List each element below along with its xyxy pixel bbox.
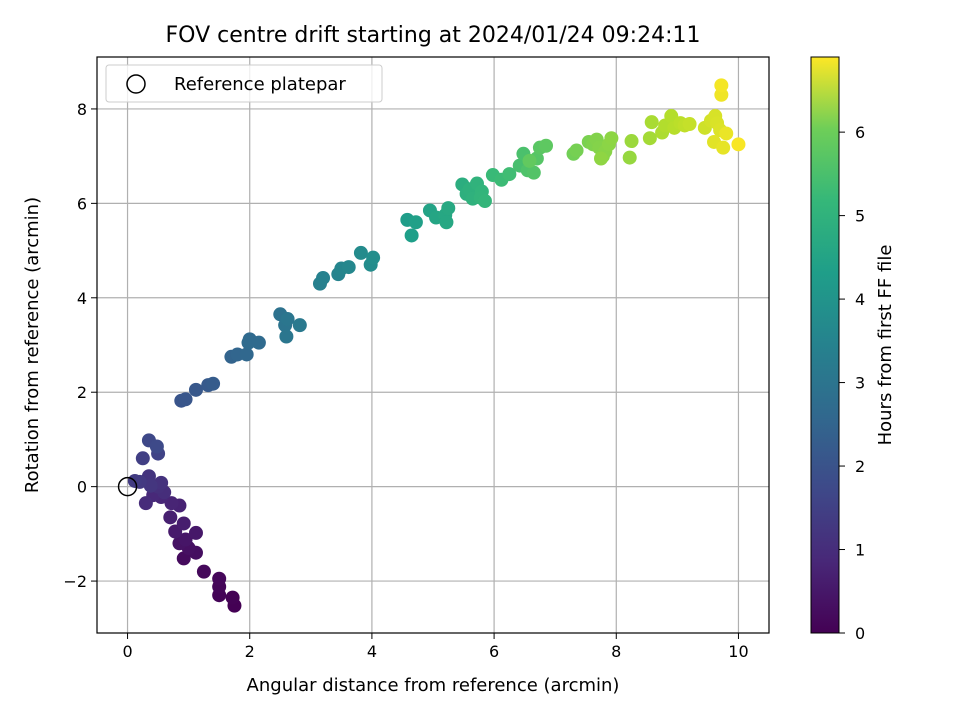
colorbar-tick-label: 1 [855, 541, 865, 560]
data-point [594, 151, 608, 166]
data-point [477, 194, 492, 208]
data-point [178, 392, 193, 407]
data-point [176, 516, 191, 531]
data-point [682, 117, 697, 132]
data-point [604, 131, 619, 146]
data-point [292, 318, 307, 333]
x-axis-ticks: 0 2 4 6 8 10 [122, 633, 749, 661]
data-point [178, 532, 193, 547]
data-point [526, 165, 541, 180]
legend-entry-reference-platepar: Reference platepar [174, 74, 346, 95]
data-point [441, 201, 456, 216]
data-point [716, 140, 731, 155]
x-tick-label: 2 [245, 642, 255, 661]
data-point [163, 510, 178, 525]
data-point [622, 150, 637, 165]
data-point [239, 347, 254, 362]
data-point [149, 439, 164, 454]
data-point [341, 260, 356, 275]
data-point [279, 329, 294, 344]
data-point [212, 571, 227, 586]
x-tick-label: 0 [122, 642, 132, 661]
data-point [138, 496, 153, 511]
data-point [188, 382, 203, 397]
data-point [143, 478, 158, 493]
data-point [642, 131, 657, 146]
colorbar-frame [810, 56, 840, 634]
colorbar-gradient [811, 57, 839, 633]
x-tick-label: 10 [728, 642, 748, 661]
data-points [127, 78, 746, 613]
data-point [251, 335, 266, 350]
data-point [404, 228, 419, 243]
y-axis-label: Rotation from reference (arcmin) [22, 197, 43, 493]
grid-lines [97, 57, 769, 633]
data-point [719, 126, 734, 141]
data-point [569, 143, 584, 158]
legend-reference-marker [126, 74, 146, 94]
data-point [135, 451, 150, 466]
data-point [644, 115, 659, 130]
colorbar-label: Hours from first FF file [875, 245, 896, 446]
x-tick-label: 8 [611, 642, 621, 661]
colorbar-tick-label: 3 [855, 374, 865, 393]
x-axis-label: Angular distance from reference (arcmin) [247, 675, 620, 696]
data-point [316, 270, 331, 285]
data-point [714, 78, 729, 93]
y-tick-label: 2 [77, 383, 87, 402]
y-tick-label: 6 [77, 194, 87, 213]
reference-platepar-marker [117, 476, 138, 497]
y-tick-label: 0 [77, 478, 87, 497]
data-point [502, 167, 517, 182]
data-point [206, 376, 221, 391]
data-point [280, 312, 295, 327]
chart-title: FOV centre drift starting at 2024/01/24 … [166, 23, 701, 48]
data-point [196, 564, 211, 579]
data-point [731, 137, 746, 152]
x-tick-label: 4 [367, 642, 377, 661]
colorbar-ticks: 0 1 2 3 4 5 6 [839, 123, 865, 643]
data-point [366, 250, 381, 265]
data-point [408, 215, 423, 230]
colorbar-tick-label: 5 [855, 207, 865, 226]
colorbar: 0 1 2 3 4 5 6 Hours from first FF file [810, 56, 896, 643]
legend: Reference platepar [105, 64, 383, 103]
data-point [353, 245, 368, 260]
data-point [624, 134, 639, 149]
colorbar-tick-label: 2 [855, 457, 865, 476]
y-tick-label: 8 [77, 100, 87, 119]
y-axis-ticks: −2 0 2 4 6 8 [63, 100, 97, 591]
data-point [522, 153, 537, 168]
data-point [176, 551, 191, 566]
data-point [164, 496, 179, 511]
data-point [439, 215, 454, 230]
x-tick-label: 6 [489, 642, 499, 661]
y-tick-label: −2 [63, 572, 87, 591]
data-point [539, 138, 554, 153]
data-point [241, 335, 256, 350]
data-point [188, 525, 203, 540]
colorbar-tick-label: 4 [855, 290, 865, 309]
colorbar-tick-label: 0 [855, 624, 865, 643]
colorbar-tick-label: 6 [855, 123, 865, 142]
y-tick-label: 4 [77, 289, 87, 308]
plot-frame [96, 56, 770, 634]
data-point [225, 590, 240, 605]
legend-box [105, 64, 383, 103]
